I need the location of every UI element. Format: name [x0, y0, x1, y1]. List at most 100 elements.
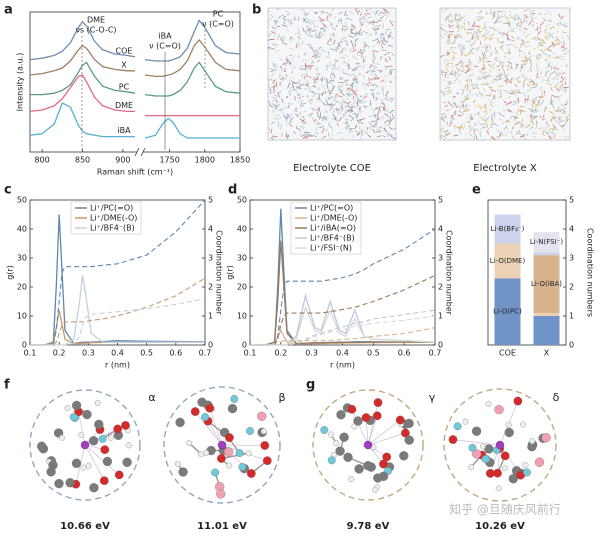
molecule-stick	[351, 105, 357, 109]
molecule-stick	[297, 43, 300, 46]
molecule-stick	[556, 119, 561, 126]
molecule-stick	[521, 134, 526, 136]
atom	[230, 394, 239, 403]
molecule-stick	[354, 102, 358, 105]
molecule-stick	[344, 10, 347, 16]
molecule-stick	[541, 17, 544, 19]
molecule-stick	[366, 83, 370, 87]
molecule-stick	[561, 48, 565, 51]
molecule-stick	[299, 132, 302, 136]
molecule-stick	[474, 129, 480, 131]
molecule-stick	[376, 130, 382, 133]
molecule-stick	[503, 73, 508, 80]
x-tick-label: 0.2	[274, 349, 287, 358]
molecule-stick	[562, 47, 568, 52]
molecule-stick	[541, 126, 543, 130]
molecule-stick	[324, 109, 329, 114]
molecule-stick	[297, 27, 301, 34]
x-tick-label: 0.5	[140, 349, 153, 358]
molecule-stick	[465, 108, 470, 112]
molecule-stick	[538, 96, 543, 98]
atom	[495, 485, 502, 492]
molecule-stick	[500, 131, 504, 137]
y-tick-label: 10	[17, 312, 27, 321]
molecule-stick	[531, 100, 537, 106]
molecule-stick	[288, 60, 290, 65]
molecule-stick	[536, 66, 539, 73]
atom	[122, 457, 132, 467]
molecule-stick	[274, 27, 277, 29]
atom	[94, 419, 104, 430]
molecule-stick	[485, 110, 488, 116]
segment-label: Li-O(DME)	[490, 257, 526, 265]
atom	[399, 451, 409, 461]
molecule-stick	[294, 109, 297, 112]
molecule-stick	[526, 58, 531, 61]
molecule-stick	[538, 53, 542, 57]
molecule-stick	[560, 23, 566, 26]
molecule-stick	[461, 25, 465, 29]
molecule-stick	[362, 94, 366, 98]
molecule-stick	[357, 131, 361, 136]
molecule-stick	[542, 129, 545, 133]
molecule-stick	[348, 87, 354, 91]
molecule-stick	[539, 26, 541, 30]
molecule-stick	[543, 47, 549, 52]
molecule-stick	[465, 40, 472, 43]
molecule-stick	[443, 61, 447, 66]
molecule-stick	[332, 114, 337, 120]
molecule-stick	[517, 97, 520, 104]
molecule-stick	[360, 50, 366, 55]
legend-label: Li⁺/DME(-O)	[90, 214, 137, 223]
molecule-stick	[329, 13, 332, 17]
atom	[353, 416, 363, 426]
bar-segment	[494, 278, 521, 345]
molecule-stick	[516, 14, 520, 19]
molecule-stick	[378, 106, 381, 111]
series-label: iBA	[117, 126, 131, 135]
molecule-stick	[355, 68, 358, 70]
molecule-stick	[456, 26, 460, 29]
molecule-stick	[372, 27, 377, 31]
molecule-stick	[345, 14, 349, 17]
molecule-stick	[489, 92, 492, 98]
atom	[71, 400, 82, 411]
molecule-stick	[482, 126, 485, 129]
molecule-stick	[543, 13, 548, 15]
molecule-stick	[484, 124, 487, 129]
molecule-stick	[481, 16, 484, 19]
molecule-stick	[316, 111, 319, 116]
molecule-stick	[339, 78, 344, 80]
molecule-stick	[440, 127, 445, 133]
molecule-stick	[349, 84, 354, 86]
molecule-stick	[507, 22, 511, 26]
molecule-stick	[380, 56, 382, 61]
molecule-stick	[340, 57, 346, 59]
molecule-stick	[521, 118, 524, 123]
molecule-stick	[523, 9, 529, 12]
molecule-stick	[355, 10, 359, 13]
molecule-stick	[490, 115, 493, 120]
molecule-stick	[445, 16, 447, 21]
molecule-stick	[322, 27, 326, 32]
molecule-stick	[290, 21, 293, 26]
molecule-stick	[384, 30, 388, 35]
molecule-stick	[485, 36, 490, 40]
molecule-stick	[483, 74, 487, 78]
molecule-stick	[348, 35, 354, 39]
molecule-stick	[488, 86, 493, 89]
annotation: iBA	[158, 32, 172, 41]
molecule-stick	[532, 24, 534, 27]
molecule-stick	[549, 135, 551, 141]
molecule-stick	[384, 119, 389, 124]
molecule-stick	[382, 103, 386, 106]
molecule-stick	[469, 64, 473, 67]
molecule-stick	[331, 72, 335, 75]
x-tick-label: 0.3	[305, 349, 318, 358]
molecule-stick	[307, 28, 312, 31]
molecule-stick	[552, 126, 554, 133]
molecule-stick	[456, 73, 462, 76]
atom	[37, 441, 47, 451]
molecule-stick	[550, 71, 554, 75]
molecule-stick	[376, 114, 379, 119]
